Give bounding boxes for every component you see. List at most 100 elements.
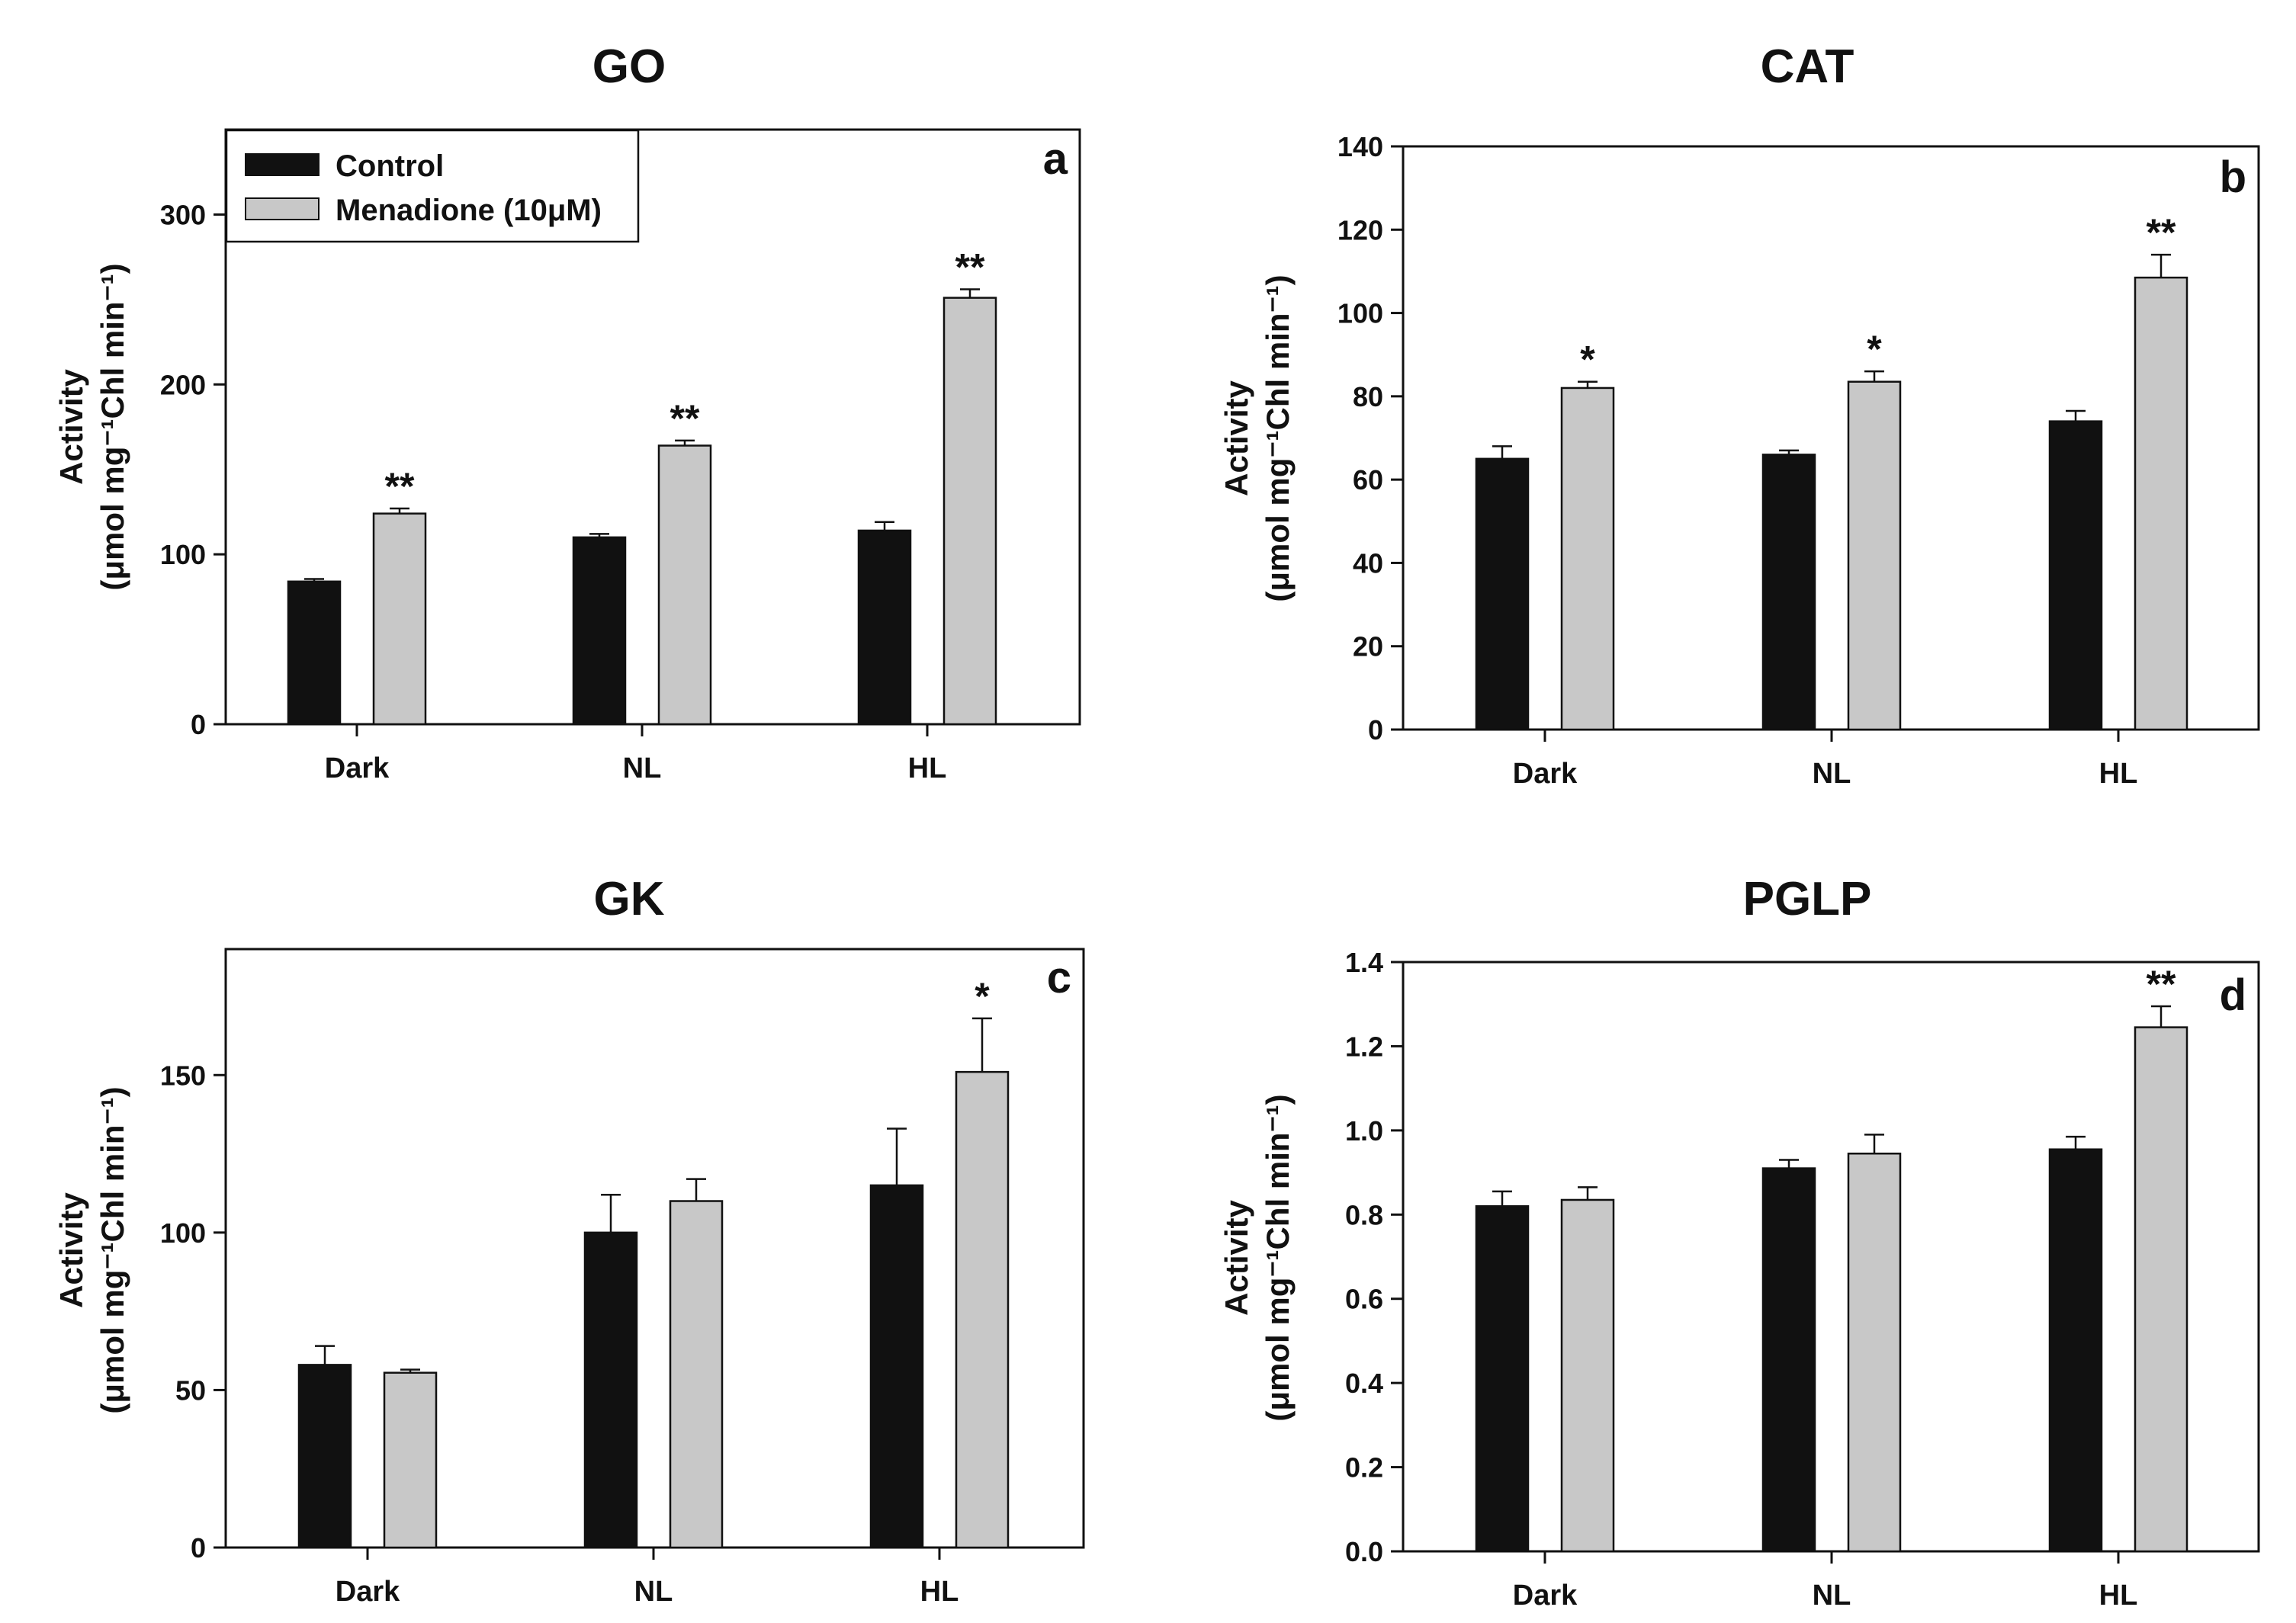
legend-box — [225, 129, 640, 243]
panel-title: PGLP — [1743, 873, 1872, 925]
x-tick-label: HL — [920, 1576, 959, 1608]
legend-label-menadione: Menadione (10μM) — [336, 194, 602, 227]
y-axis-ticks: 0 50 100 150 — [160, 1060, 226, 1564]
bar-menadione — [669, 1200, 724, 1549]
bar-menadione — [1847, 1152, 1902, 1553]
bar-menadione — [955, 1070, 1010, 1549]
y-tick-label: 0.2 — [1345, 1452, 1383, 1483]
y-axis-unit: (μmol mg⁻¹Chl min⁻¹) — [95, 1086, 130, 1413]
x-axis-categories: Dark NL HL — [336, 1548, 959, 1608]
bars: * *** — [1475, 211, 2188, 731]
y-tick-label: 40 — [1353, 547, 1383, 579]
x-tick-label: HL — [2099, 1580, 2138, 1612]
y-tick-label: 300 — [160, 199, 206, 230]
bar-menadione — [383, 1371, 438, 1549]
significance-marker: ** — [2147, 963, 2176, 1006]
significance-marker: ** — [670, 397, 700, 440]
y-axis-label: Activity (μmol mg⁻¹Chl min⁻¹) — [53, 1086, 130, 1413]
y-tick-label: 1.0 — [1345, 1115, 1383, 1147]
y-tick-label: 20 — [1353, 631, 1383, 662]
y-tick-label: 200 — [160, 369, 206, 400]
x-tick-label: HL — [2099, 758, 2138, 790]
panel-label: b — [2220, 152, 2246, 202]
y-axis-ticks: 0 20 40 60 80 100 120 140 — [1337, 131, 1403, 746]
legend: Control Menadione (10μM) — [225, 129, 640, 243]
significance-marker: ** — [2147, 211, 2176, 254]
y-tick-label: 1.4 — [1345, 947, 1383, 978]
x-tick-label: NL — [1813, 758, 1851, 790]
bar-menadione — [2134, 276, 2188, 731]
panel-cat: CAT b Activity (μmol mg⁻¹Chl min⁻¹) 0 20 4… — [1219, 40, 2260, 790]
y-tick-label: 0.4 — [1345, 1368, 1383, 1399]
bar-control — [869, 1184, 924, 1549]
y-axis-label: Activity (μmol mg⁻¹Chl min⁻¹) — [53, 263, 130, 590]
x-axis-categories: Dark NL HL — [1513, 730, 2138, 790]
panel-gk: GK c Activity (μmol mg⁻¹Chl min⁻¹) 0 50 10… — [53, 873, 1085, 1608]
panel-go: GO a Activity (μmol mg⁻¹Chl min⁻¹) 0 100 2… — [53, 40, 1081, 784]
y-axis-unit: (μmol mg⁻¹Chl min⁻¹) — [95, 263, 130, 590]
bar-control — [1761, 454, 1816, 731]
y-axis-unit: (μmol mg⁻¹Chl min⁻¹) — [1260, 1094, 1296, 1421]
x-tick-label: NL — [634, 1576, 673, 1608]
y-axis-ticks: 0 100 200 300 — [160, 199, 226, 740]
bar-menadione — [942, 297, 997, 726]
bar-menadione — [2134, 1026, 2188, 1553]
y-tick-label: 0.0 — [1345, 1536, 1383, 1567]
bar-control — [2048, 1148, 2103, 1553]
x-tick-label: HL — [908, 752, 947, 784]
bar-menadione — [657, 444, 712, 726]
x-axis-categories: Dark NL HL — [325, 724, 947, 784]
y-tick-label: 100 — [1337, 298, 1383, 329]
bar-control — [857, 529, 912, 726]
y-axis-unit: (μmol mg⁻¹Chl min⁻¹) — [1260, 274, 1296, 601]
bar-menadione — [1847, 380, 1902, 731]
y-axis-title: Activity — [1219, 380, 1254, 496]
y-tick-label: 0.8 — [1345, 1199, 1383, 1230]
significance-marker: * — [975, 975, 990, 1018]
bars: ** — [1475, 963, 2188, 1553]
x-tick-label: Dark — [325, 752, 390, 784]
bar-control — [572, 536, 627, 726]
y-tick-label: 50 — [175, 1374, 206, 1406]
legend-label-control: Control — [336, 149, 444, 183]
panel-title: GO — [592, 40, 666, 93]
bar-control — [1475, 1204, 1530, 1553]
y-axis-title: Activity — [53, 1192, 89, 1308]
y-axis-ticks: 0.0 0.2 0.4 0.6 0.8 1.0 1.2 1.4 — [1345, 947, 1403, 1567]
y-tick-label: 100 — [160, 1217, 206, 1249]
bar-control — [2048, 420, 2103, 731]
plot-frame — [224, 128, 1081, 726]
x-tick-label: Dark — [1513, 758, 1578, 790]
y-tick-label: 150 — [160, 1060, 206, 1091]
panel-label: a — [1043, 134, 1068, 184]
x-tick-label: Dark — [336, 1576, 400, 1608]
y-tick-label: 0 — [191, 709, 206, 740]
plot-frame — [224, 948, 1085, 1549]
bar-control — [1475, 457, 1530, 731]
x-axis-categories: Dark NL HL — [1513, 1551, 2138, 1612]
panel-label: d — [2220, 970, 2246, 1020]
y-tick-label: 1.2 — [1345, 1031, 1383, 1062]
bar-control — [297, 1364, 352, 1549]
bar-control — [1761, 1167, 1816, 1553]
significance-marker: ** — [955, 245, 985, 288]
y-tick-label: 100 — [160, 539, 206, 570]
bars: * — [297, 975, 1010, 1549]
panel-label: c — [1047, 953, 1071, 1002]
bar-menadione — [372, 512, 427, 726]
bar-control — [287, 580, 342, 726]
bars: ** ** ** — [287, 245, 997, 726]
bar-menadione — [1560, 387, 1615, 731]
y-tick-label: 120 — [1337, 214, 1383, 245]
plot-frame — [1402, 145, 2260, 731]
y-tick-label: 0.6 — [1345, 1284, 1383, 1315]
panel-title: GK — [594, 873, 665, 925]
panel-pglp: PGLP d Activity (μmol mg⁻¹Chl min⁻¹) 0.0… — [1219, 873, 2260, 1612]
y-tick-label: 60 — [1353, 464, 1383, 496]
y-axis-title: Activity — [1219, 1200, 1254, 1316]
y-tick-label: 0 — [191, 1532, 206, 1564]
y-tick-label: 140 — [1337, 131, 1383, 162]
y-axis-title: Activity — [53, 369, 89, 485]
y-tick-label: 0 — [1368, 714, 1383, 746]
